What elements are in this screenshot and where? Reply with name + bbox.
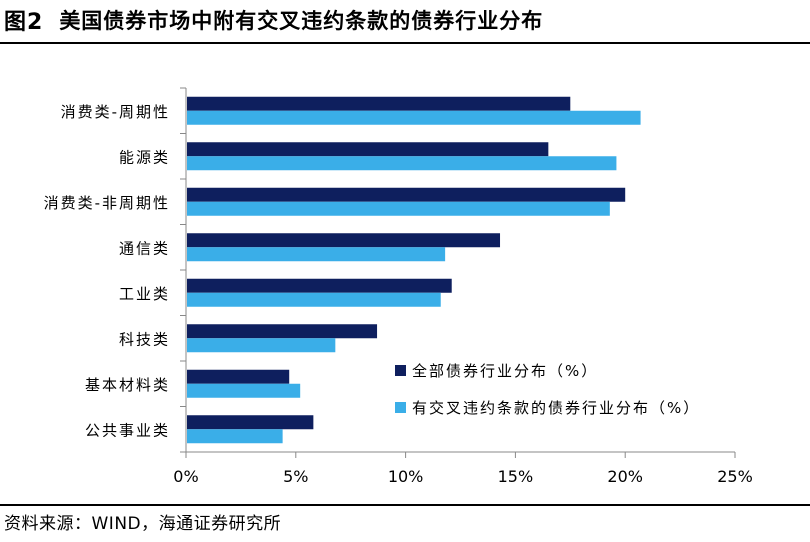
category-label: 消费类-非周期性 bbox=[44, 194, 170, 212]
bar-all-7 bbox=[187, 415, 314, 430]
category-label: 工业类 bbox=[119, 285, 170, 303]
bar-all-2 bbox=[187, 187, 626, 202]
category-label: 能源类 bbox=[119, 148, 170, 166]
bar-cross-default-5 bbox=[187, 338, 336, 353]
x-tick-label: 10% bbox=[388, 467, 424, 486]
category-label: 通信类 bbox=[119, 239, 170, 257]
bar-all-0 bbox=[187, 96, 571, 111]
bar-all-6 bbox=[187, 369, 290, 384]
x-tick-label: 20% bbox=[607, 467, 643, 486]
category-label: 消费类-周期性 bbox=[61, 103, 170, 121]
bar-cross-default-0 bbox=[187, 110, 641, 125]
figure-header: 图2 美国债券市场中附有交叉违约条款的债券行业分布 bbox=[0, 0, 810, 40]
source-note: 资料来源：WIND，海通证券研究所 bbox=[4, 514, 282, 534]
legend-swatch-cross-default bbox=[395, 402, 406, 413]
x-tick-label: 5% bbox=[283, 467, 308, 486]
legend-label: 全部债券行业分布（%） bbox=[412, 362, 598, 380]
legend-label: 有交叉违约条款的债券行业分布（%） bbox=[412, 399, 700, 417]
bar-all-4 bbox=[187, 278, 452, 293]
figure-number: 图2 bbox=[4, 10, 44, 35]
bar-all-3 bbox=[187, 233, 501, 248]
header-rule bbox=[0, 42, 810, 44]
bar-cross-default-7 bbox=[187, 429, 283, 444]
bar-all-1 bbox=[187, 142, 549, 157]
category-label: 公共事业类 bbox=[85, 421, 170, 439]
category-label: 科技类 bbox=[119, 330, 170, 348]
category-label: 基本材料类 bbox=[85, 376, 170, 394]
x-tick-label: 15% bbox=[498, 467, 534, 486]
legend-swatch-all bbox=[395, 365, 406, 376]
footer-rule bbox=[0, 504, 810, 506]
bar-cross-default-2 bbox=[187, 201, 610, 216]
figure-title: 美国债券市场中附有交叉违约条款的债券行业分布 bbox=[59, 9, 544, 33]
bar-cross-default-3 bbox=[187, 247, 446, 262]
x-tick-label: 0% bbox=[173, 467, 198, 486]
x-tick-label: 25% bbox=[717, 467, 753, 486]
bar-cross-default-6 bbox=[187, 383, 301, 398]
bar-all-5 bbox=[187, 324, 378, 339]
bar-cross-default-1 bbox=[187, 156, 617, 171]
bar-cross-default-4 bbox=[187, 292, 441, 307]
